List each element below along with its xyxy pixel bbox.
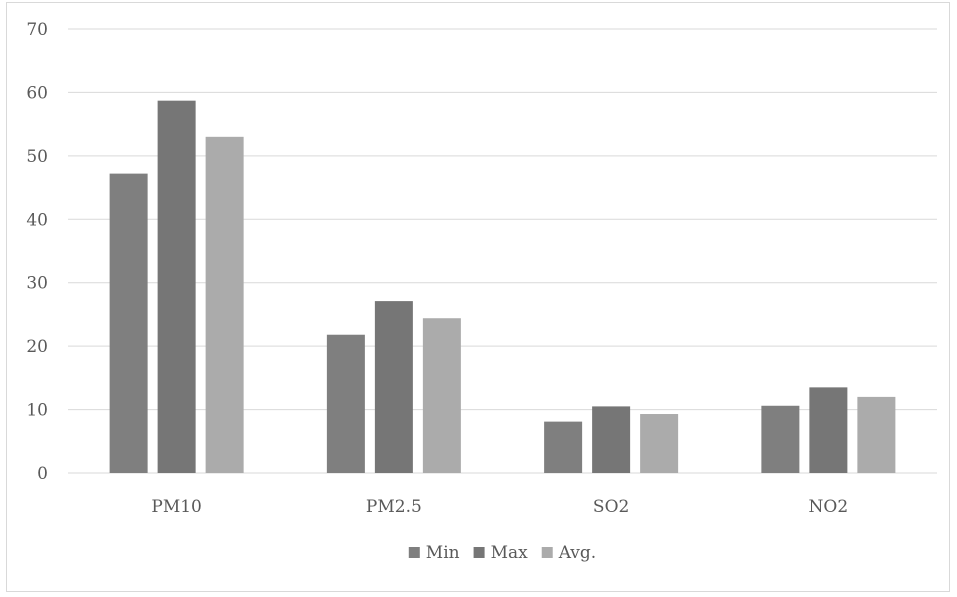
x-category-label: SO2: [593, 497, 629, 517]
bar-max-so2: [592, 406, 631, 473]
bar-max-no2: [809, 387, 848, 473]
y-tick-label: 60: [26, 83, 48, 103]
gridlines: [68, 28, 937, 474]
y-tick-label: 50: [26, 147, 48, 167]
x-axis-labels: PM10 PM2.5 SO2 NO2: [151, 497, 848, 517]
x-category-label: PM2.5: [366, 497, 422, 517]
y-tick-label: 20: [26, 337, 48, 357]
bar-min-no2: [761, 405, 800, 473]
bar-avg-so2: [640, 414, 679, 473]
legend-swatch-min: [408, 547, 420, 558]
y-tick-label: 0: [37, 464, 48, 484]
legend-label: Avg.: [558, 543, 596, 563]
legend-label: Min: [426, 543, 460, 563]
bar-avg-no2: [857, 396, 896, 473]
y-tick-label: 40: [26, 210, 48, 230]
bar-max-pm25: [374, 301, 413, 473]
bar-min-pm10: [109, 173, 148, 474]
legend: Min Max Avg.: [408, 543, 596, 563]
bar-avg-pm25: [422, 318, 461, 473]
y-tick-label: 70: [26, 20, 48, 40]
y-axis-ticks: 0 10 20 30 40 50 60 70: [26, 20, 48, 484]
x-category-label: PM10: [151, 497, 201, 517]
y-tick-label: 30: [26, 274, 48, 294]
bar-min-pm25: [326, 334, 365, 473]
y-tick-label: 10: [26, 401, 48, 421]
bar-avg-pm10: [205, 136, 244, 474]
legend-label: Max: [491, 543, 529, 563]
bars: [109, 100, 896, 474]
x-category-label: NO2: [809, 497, 849, 517]
bar-max-pm10: [157, 100, 196, 473]
legend-swatch-avg: [541, 547, 553, 558]
legend-swatch-max: [473, 547, 485, 558]
bar-min-so2: [544, 421, 583, 473]
